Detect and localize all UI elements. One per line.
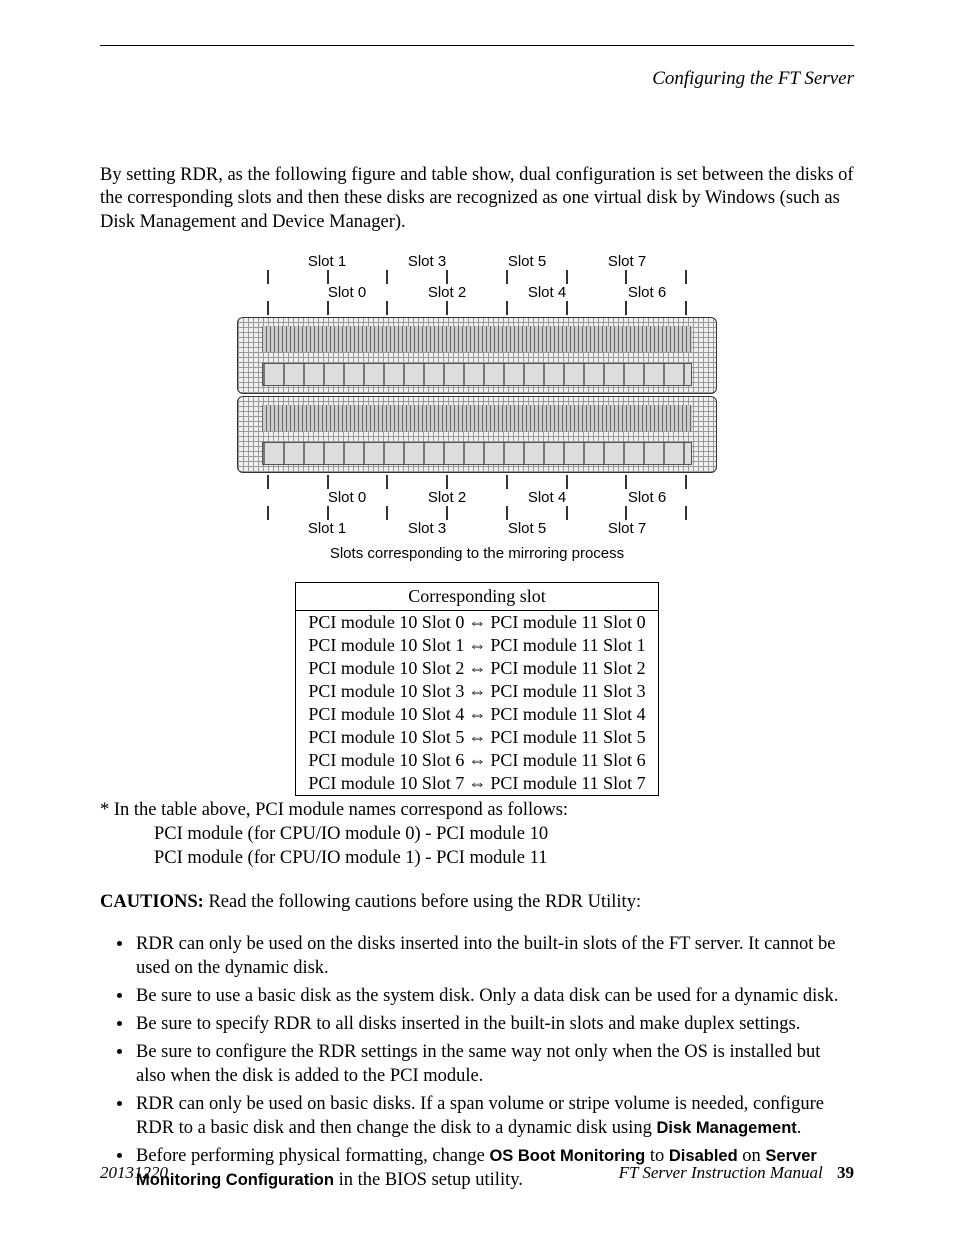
list-item: Be sure to configure the RDR settings in…	[134, 1040, 854, 1088]
arrow-icon: ⇔	[464, 773, 490, 794]
slot-labels-top-odd: Slot 1 Slot 3 Slot 5 Slot 7	[237, 253, 717, 270]
table-row: PCI module 10 Slot 7⇔PCI module 11 Slot …	[296, 772, 658, 796]
table-cell: PCI module 10 Slot 1⇔PCI module 11 Slot …	[296, 634, 658, 657]
table-cell: PCI module 10 Slot 6⇔PCI module 11 Slot …	[296, 749, 658, 772]
cautions-heading: CAUTIONS: Read the following cautions be…	[100, 892, 854, 913]
list-text: RDR can only be used on the disks insert…	[136, 934, 835, 978]
cautions-label: CAUTIONS:	[100, 892, 204, 912]
table-cell: PCI module 10 Slot 0⇔PCI module 11 Slot …	[296, 611, 658, 635]
chassis-bottom	[237, 396, 717, 473]
slot-right: PCI module 11 Slot 6	[490, 750, 645, 770]
list-text: Be sure to configure the RDR settings in…	[136, 1042, 820, 1086]
running-head: Configuring the FT Server	[652, 68, 854, 90]
footer-title: FT Server Instruction Manual 39	[619, 1163, 854, 1183]
slot-left: PCI module 10 Slot 6	[308, 750, 464, 770]
table-cell: PCI module 10 Slot 3⇔PCI module 11 Slot …	[296, 680, 658, 703]
slot-right: PCI module 11 Slot 4	[490, 704, 645, 724]
ui-term: Disk Management	[656, 1119, 796, 1137]
list-item: Be sure to use a basic disk as the syste…	[134, 984, 854, 1008]
slot-label: Slot 6	[597, 489, 697, 506]
footnote-line: PCI module (for CPU/IO module 0) - PCI m…	[154, 824, 548, 844]
slot-label: Slot 1	[277, 253, 377, 270]
slot-label: Slot 3	[377, 253, 477, 270]
arrow-icon: ⇔	[464, 658, 490, 679]
arrow-icon: ⇔	[464, 727, 490, 748]
slot-right: PCI module 11 Slot 2	[490, 658, 645, 678]
slot-right: PCI module 11 Slot 3	[490, 681, 645, 701]
slot-label: Slot 5	[477, 520, 577, 537]
slot-left: PCI module 10 Slot 3	[308, 681, 464, 701]
table-header: Corresponding slot	[296, 583, 658, 611]
slot-labels-bot-even: Slot 0 Slot 2 Slot 4 Slot 6	[237, 489, 717, 506]
list-item: Be sure to specify RDR to all disks inse…	[134, 1012, 854, 1036]
slot-figure: Slot 1 Slot 3 Slot 5 Slot 7 Slot 0 Slot …	[237, 253, 717, 562]
list-text: Be sure to specify RDR to all disks inse…	[136, 1014, 800, 1034]
slot-labels-bot-odd: Slot 1 Slot 3 Slot 5 Slot 7	[237, 520, 717, 537]
page-number: 39	[837, 1163, 854, 1182]
arrow-icon: ⇔	[464, 635, 490, 656]
corresponding-slot-table: Corresponding slot PCI module 10 Slot 0⇔…	[295, 582, 658, 796]
table-row: PCI module 10 Slot 1⇔PCI module 11 Slot …	[296, 634, 658, 657]
slot-label: Slot 4	[497, 284, 597, 301]
list-item: RDR can only be used on the disks insert…	[134, 932, 854, 980]
table-row: PCI module 10 Slot 5⇔PCI module 11 Slot …	[296, 726, 658, 749]
arrow-icon: ⇔	[464, 612, 490, 633]
table-row: PCI module 10 Slot 4⇔PCI module 11 Slot …	[296, 703, 658, 726]
slot-label: Slot 6	[597, 284, 697, 301]
slot-right: PCI module 11 Slot 7	[490, 773, 645, 793]
figure-caption: Slots corresponding to the mirroring pro…	[237, 545, 717, 562]
slot-label: Slot 0	[297, 489, 397, 506]
table-row: PCI module 10 Slot 3⇔PCI module 11 Slot …	[296, 680, 658, 703]
slot-right: PCI module 11 Slot 1	[490, 635, 645, 655]
slot-label: Slot 2	[397, 284, 497, 301]
asterisk: *	[100, 800, 109, 820]
table-row: PCI module 10 Slot 6⇔PCI module 11 Slot …	[296, 749, 658, 772]
cautions-list: RDR can only be used on the disks insert…	[100, 932, 854, 1192]
slot-right: PCI module 11 Slot 0	[490, 612, 645, 632]
table-cell: PCI module 10 Slot 4⇔PCI module 11 Slot …	[296, 703, 658, 726]
slot-label: Slot 7	[577, 253, 677, 270]
slot-label: Slot 3	[377, 520, 477, 537]
arrow-icon: ⇔	[464, 681, 490, 702]
slot-labels-top-even: Slot 0 Slot 2 Slot 4 Slot 6	[237, 284, 717, 301]
slot-label: Slot 5	[477, 253, 577, 270]
table-footnote: * In the table above, PCI module names c…	[100, 798, 854, 870]
table-cell: PCI module 10 Slot 2⇔PCI module 11 Slot …	[296, 657, 658, 680]
list-item: RDR can only be used on basic disks. If …	[134, 1092, 854, 1140]
slot-left: PCI module 10 Slot 0	[308, 612, 464, 632]
footnote-line: In the table above, PCI module names cor…	[114, 800, 568, 820]
slot-label: Slot 1	[277, 520, 377, 537]
slot-left: PCI module 10 Slot 1	[308, 635, 464, 655]
footnote-line: PCI module (for CPU/IO module 1) - PCI m…	[154, 848, 547, 868]
intro-paragraph: By setting RDR, as the following figure …	[100, 164, 854, 235]
slot-left: PCI module 10 Slot 2	[308, 658, 464, 678]
slot-left: PCI module 10 Slot 7	[308, 773, 464, 793]
slot-label: Slot 7	[577, 520, 677, 537]
arrow-icon: ⇔	[464, 750, 490, 771]
slot-label: Slot 2	[397, 489, 497, 506]
slot-left: PCI module 10 Slot 5	[308, 727, 464, 747]
chassis-top	[237, 317, 717, 394]
slot-right: PCI module 11 Slot 5	[490, 727, 645, 747]
footer-manual-title: FT Server Instruction Manual	[619, 1163, 823, 1182]
table-cell: PCI module 10 Slot 7⇔PCI module 11 Slot …	[296, 772, 658, 796]
top-rule	[100, 45, 854, 46]
table-cell: PCI module 10 Slot 5⇔PCI module 11 Slot …	[296, 726, 658, 749]
table-row: PCI module 10 Slot 2⇔PCI module 11 Slot …	[296, 657, 658, 680]
footer-date: 20131220	[100, 1163, 168, 1183]
slot-left: PCI module 10 Slot 4	[308, 704, 464, 724]
list-text: .	[797, 1118, 802, 1138]
slot-label: Slot 0	[297, 284, 397, 301]
list-text: Be sure to use a basic disk as the syste…	[136, 986, 838, 1006]
arrow-icon: ⇔	[464, 704, 490, 725]
table-row: PCI module 10 Slot 0⇔PCI module 11 Slot …	[296, 611, 658, 635]
slot-label: Slot 4	[497, 489, 597, 506]
cautions-rest: Read the following cautions before using…	[204, 892, 641, 912]
